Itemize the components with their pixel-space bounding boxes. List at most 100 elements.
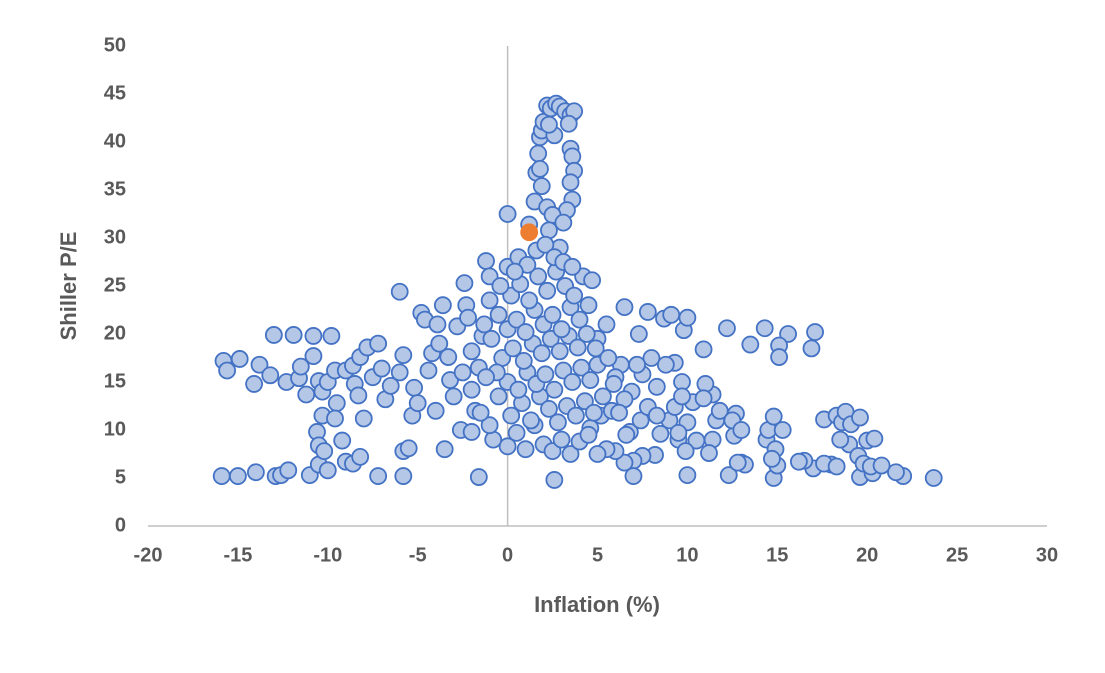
point — [561, 445, 580, 463]
point — [315, 442, 334, 461]
point — [261, 366, 280, 385]
point — [631, 411, 650, 430]
point — [789, 452, 808, 471]
point — [504, 339, 522, 358]
point — [264, 326, 283, 344]
point — [326, 409, 344, 428]
point — [439, 348, 458, 366]
y-tick-label: 25 — [104, 274, 126, 296]
point — [505, 262, 524, 281]
point — [552, 320, 571, 339]
point — [604, 375, 623, 393]
point — [647, 406, 666, 425]
point — [563, 373, 582, 391]
y-tick-label: 15 — [104, 370, 126, 392]
point — [599, 349, 618, 367]
point — [554, 361, 573, 380]
point — [477, 252, 495, 270]
point — [552, 430, 571, 449]
point — [297, 385, 316, 404]
point — [651, 424, 670, 443]
point — [372, 359, 391, 378]
point — [550, 342, 569, 361]
point — [887, 463, 905, 482]
x-tick-label: 25 — [946, 544, 968, 566]
point — [549, 413, 567, 432]
point — [624, 467, 643, 485]
point — [696, 375, 715, 393]
x-tick-label: -20 — [134, 544, 163, 566]
point — [509, 380, 528, 399]
point — [865, 429, 884, 448]
point — [459, 308, 477, 327]
point — [545, 471, 564, 489]
point — [700, 444, 718, 462]
point — [647, 377, 666, 396]
point — [561, 173, 580, 192]
point — [369, 467, 388, 485]
point — [284, 326, 303, 344]
point — [545, 380, 564, 399]
point — [538, 281, 557, 300]
point — [579, 296, 598, 315]
point — [230, 350, 249, 368]
point — [484, 430, 503, 449]
y-tick-label: 30 — [104, 226, 126, 248]
point — [581, 371, 600, 389]
point — [514, 351, 533, 370]
point — [507, 423, 526, 442]
point — [228, 467, 247, 485]
point — [872, 456, 891, 475]
point — [615, 453, 634, 472]
point — [428, 315, 447, 334]
point — [806, 323, 824, 341]
point — [520, 223, 539, 242]
point — [597, 315, 616, 334]
point — [617, 425, 636, 444]
point — [543, 305, 562, 324]
x-tick-label: -10 — [313, 544, 342, 566]
point — [390, 363, 409, 382]
point — [462, 423, 481, 441]
point — [212, 467, 231, 485]
point — [628, 355, 646, 374]
point — [462, 380, 481, 399]
point — [732, 421, 751, 439]
y-tick-label: 0 — [115, 514, 126, 536]
point — [322, 327, 341, 345]
point — [540, 115, 558, 134]
point — [394, 467, 413, 485]
point — [394, 346, 413, 365]
point — [673, 387, 691, 406]
x-tick-label: 5 — [592, 544, 603, 566]
point — [520, 291, 539, 310]
x-tick-label: 0 — [502, 544, 513, 566]
point — [536, 365, 555, 384]
point — [250, 355, 269, 374]
point — [718, 319, 736, 338]
point — [502, 406, 521, 425]
point — [773, 421, 792, 439]
point — [543, 442, 562, 461]
point — [453, 363, 472, 382]
point — [408, 394, 427, 413]
point — [629, 325, 648, 343]
point — [576, 392, 594, 411]
point — [430, 334, 449, 353]
y-tick-label: 50 — [104, 34, 126, 56]
point — [593, 387, 612, 406]
point — [694, 389, 713, 408]
point — [522, 411, 540, 430]
point — [710, 401, 729, 420]
point — [728, 453, 747, 472]
point — [475, 315, 494, 334]
point — [441, 371, 459, 389]
point — [405, 378, 424, 397]
y-tick-label: 40 — [104, 130, 126, 152]
point — [764, 407, 783, 426]
point — [656, 355, 675, 374]
point — [529, 267, 548, 286]
x-tick-label: 30 — [1036, 544, 1058, 566]
point — [426, 401, 445, 420]
